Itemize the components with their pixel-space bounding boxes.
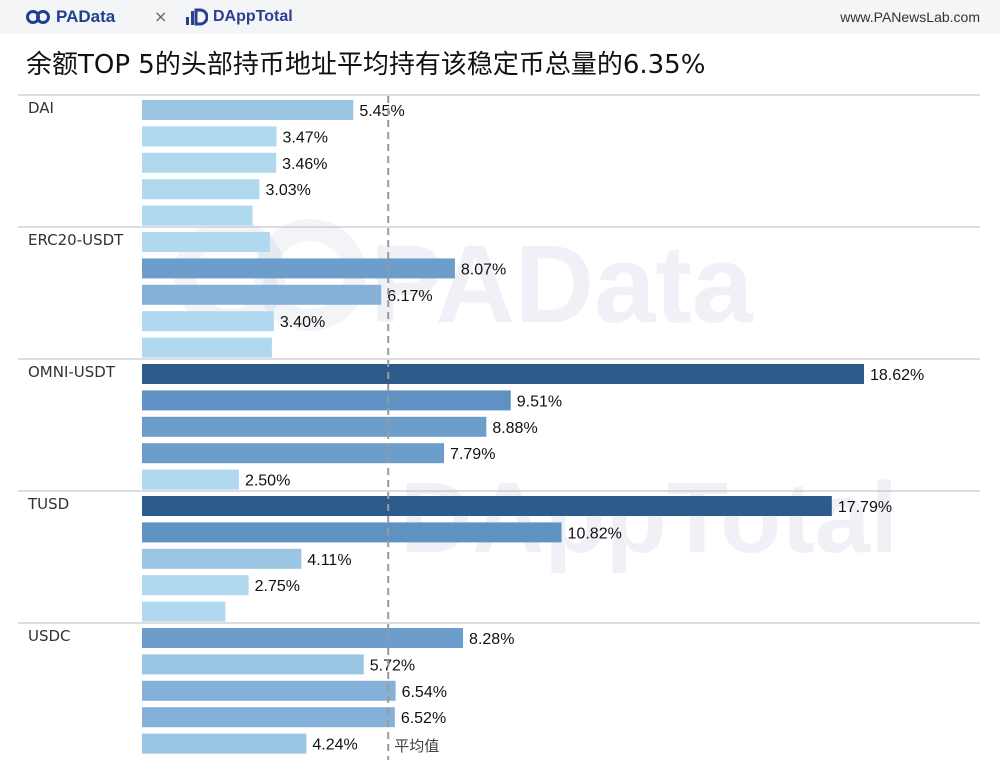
data-label: 6.17% [387, 288, 432, 305]
data-label: 4.11% [307, 552, 351, 569]
data-label: 8.07% [461, 261, 506, 278]
watermark-padata: PAData [370, 223, 754, 346]
dapptotal-logo-icon [186, 8, 208, 26]
bar [142, 575, 249, 596]
bar [142, 232, 270, 252]
data-label: 3.03% [265, 182, 310, 199]
bar [142, 496, 832, 516]
category-label: ERC20-USDT [28, 231, 124, 249]
data-label: 7.79% [450, 446, 495, 463]
brand-separator: × [154, 7, 168, 26]
bar [142, 601, 226, 622]
data-label: 3.47% [283, 129, 328, 146]
padata-brand-text: PAData [56, 7, 116, 26]
dapptotal-brand-text: DAppTotal [213, 8, 293, 25]
dapptotal-logo: DAppTotal [186, 7, 293, 27]
data-label: 3.46% [282, 156, 327, 173]
data-label: 17.79% [838, 499, 892, 516]
data-label: 2.75% [255, 578, 300, 595]
average-label: 平均值 [394, 737, 439, 755]
bar [142, 205, 253, 226]
data-label: 10.82% [568, 525, 622, 542]
bar [142, 548, 302, 569]
data-label: 2.50% [245, 473, 290, 490]
bar [142, 152, 277, 173]
chart-title: 余额TOP 5的头部持币地址平均持有该稳定币总量的6.35% [26, 50, 706, 80]
data-label: 5.45% [359, 103, 404, 120]
bar [142, 443, 445, 464]
bar [142, 469, 239, 490]
category-label: TUSD [27, 495, 69, 513]
data-label: 18.62% [870, 367, 924, 384]
data-label: 9.51% [517, 393, 562, 410]
bar [142, 284, 382, 305]
bar [142, 311, 274, 332]
data-label: 4.24% [312, 737, 357, 754]
bar [142, 733, 307, 754]
header-bar: PAData × DAppTotal www.PANewsLab.com [0, 0, 1000, 34]
bar [142, 126, 277, 147]
data-label: 5.72% [370, 657, 415, 674]
bar [142, 522, 562, 543]
bar [142, 179, 260, 200]
padata-logo: PAData [26, 7, 115, 27]
bar [142, 707, 395, 728]
bar [142, 364, 864, 384]
watermark-dapptotal: DAppTotal [400, 462, 898, 574]
bar [142, 390, 511, 411]
bar [142, 416, 487, 437]
site-url: www.PANewsLab.com [840, 9, 980, 25]
category-label: DAI [28, 99, 54, 117]
padata-logo-icon [26, 10, 50, 24]
data-label: 6.52% [401, 710, 446, 727]
data-label: 6.54% [402, 684, 447, 701]
bar [142, 680, 396, 701]
data-label: 8.28% [469, 631, 514, 648]
bar [142, 258, 455, 279]
data-label: 8.88% [492, 420, 537, 437]
category-label: USDC [28, 627, 71, 645]
category-label: OMNI-USDT [28, 363, 116, 381]
data-label: 3.40% [280, 314, 325, 331]
bar [142, 100, 354, 120]
bar [142, 654, 364, 675]
bar [142, 337, 272, 358]
bar [142, 628, 464, 648]
